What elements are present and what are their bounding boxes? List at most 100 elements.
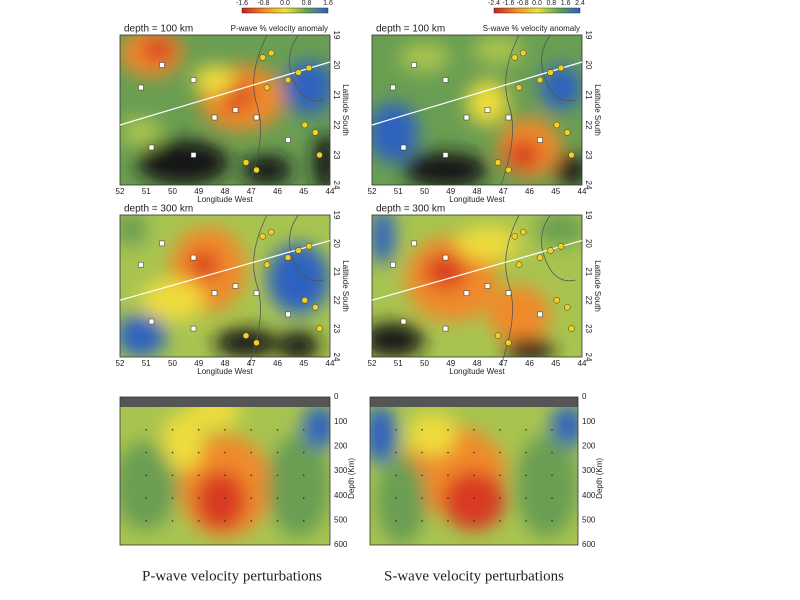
anomaly-blob: [506, 140, 540, 170]
anomaly-blob: [442, 471, 506, 531]
field-blobs: [372, 215, 582, 357]
caption: P-wave velocity perturbations: [142, 568, 322, 584]
station-dot: [242, 332, 250, 339]
longitude-tick: 44: [578, 359, 587, 368]
latitude-tick: 19: [584, 211, 593, 220]
station-dot: [263, 261, 271, 268]
longitude-label: Longitude West: [449, 367, 505, 376]
station-square: [159, 62, 165, 68]
longitude-tick: 47: [499, 359, 508, 368]
anomaly-blob: [241, 155, 293, 185]
station-square: [190, 254, 197, 261]
longitude-tick: 49: [446, 359, 455, 368]
grid-node: [551, 428, 553, 431]
anomaly-blob: [554, 155, 582, 185]
anomaly-blob: [313, 132, 330, 185]
grid-node: [551, 451, 553, 454]
colorbar-tick: 2.4: [575, 0, 585, 7]
colorbar-tick: -0.8: [517, 0, 529, 7]
anomaly-blob: [267, 434, 330, 538]
longitude-tick: 49: [194, 187, 203, 196]
colorbar-title: S-wave % velocity anomaly: [483, 24, 580, 33]
depth-tick: 100: [334, 417, 348, 426]
grid-node: [499, 451, 501, 454]
coastline: [289, 34, 324, 102]
longitude-tick: 48: [473, 359, 482, 368]
longitude-tick: 46: [525, 359, 534, 368]
station-square: [211, 114, 218, 121]
station-dot: [267, 228, 275, 236]
latitude-tick: 23: [584, 324, 593, 333]
colorbar: [493, 7, 581, 14]
station-square: [442, 325, 449, 332]
station-square: [253, 114, 260, 121]
station-dot: [494, 159, 502, 166]
grid-node: [224, 451, 226, 454]
grid-node: [250, 520, 253, 522]
anomaly-blob: [515, 434, 578, 538]
grid-node: [551, 474, 553, 477]
anomaly-blob: [472, 35, 524, 65]
station-dot: [515, 261, 523, 268]
coastline: [500, 34, 520, 186]
latitude-tick: 22: [332, 296, 341, 305]
grid-node: [499, 428, 501, 431]
caption: S-wave velocity perturbations: [384, 568, 564, 584]
grid-node: [395, 520, 397, 522]
grid-node: [171, 451, 174, 454]
station-dot: [253, 166, 260, 174]
anomaly-blob: [214, 328, 278, 357]
anomaly-blob: [120, 117, 162, 148]
depth-tick: 500: [334, 515, 348, 524]
grid-node: [473, 428, 475, 431]
coastline: [541, 214, 576, 282]
station-dot: [564, 304, 571, 311]
anomaly-blob: [456, 226, 519, 261]
latitude-tick: 22: [332, 121, 341, 130]
profile-line: [371, 239, 583, 301]
longitude-tick: 45: [551, 187, 560, 196]
anomaly-field: [372, 35, 582, 185]
latitude-tick: 23: [584, 151, 593, 160]
station-square: [390, 84, 396, 91]
anomaly-field: [370, 397, 578, 545]
anomaly-blob: [403, 152, 488, 185]
longitude-tick: 52: [116, 359, 125, 368]
grid-node: [395, 428, 397, 431]
anomaly-field: [120, 397, 330, 545]
latitude-tick: 21: [584, 91, 593, 100]
longitude-tick: 49: [446, 187, 455, 196]
depth-tick: 0: [582, 392, 587, 401]
frame: [119, 396, 331, 546]
station-square: [148, 318, 155, 325]
station-dot: [305, 64, 313, 72]
colorbar-tick: 1.6: [323, 0, 333, 7]
depth-tick: 400: [582, 491, 596, 500]
latitude-label: Latitude South: [593, 260, 602, 312]
station-dot: [312, 129, 319, 136]
latitude-tick: 23: [332, 324, 341, 333]
grid-node: [473, 451, 475, 454]
colorbar-tick: -1.6: [502, 0, 514, 7]
longitude-tick: 50: [168, 187, 177, 196]
topography-band: [370, 397, 578, 407]
coastline: [248, 214, 268, 366]
colorbar-tick: 1.6: [561, 0, 571, 7]
anomaly-blob: [277, 331, 320, 357]
grid-node: [276, 520, 279, 522]
grid-node: [224, 497, 226, 499]
anomaly-blob: [372, 215, 396, 265]
station-dot: [242, 159, 250, 166]
longitude-label: Longitude West: [197, 367, 253, 376]
anomaly-blob: [407, 411, 458, 457]
longitude-tick: 52: [368, 359, 377, 368]
station-dot: [295, 69, 302, 76]
station-dot: [564, 129, 571, 136]
latitude-tick: 23: [332, 151, 341, 160]
depth-label: Depth (Km): [595, 458, 604, 499]
depth-tick: 400: [334, 491, 348, 500]
longitude-tick: 51: [394, 187, 403, 196]
frame: [371, 34, 583, 186]
station-dot: [316, 151, 323, 159]
grid-node: [171, 474, 174, 477]
